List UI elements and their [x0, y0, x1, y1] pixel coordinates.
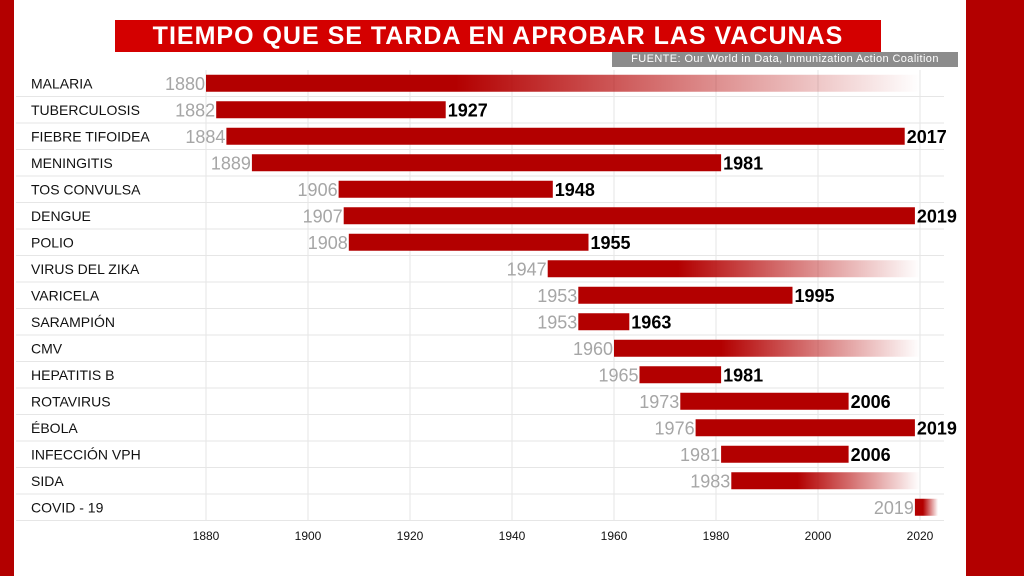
category-label: TOS CONVULSA [31, 181, 141, 197]
category-label: DENGUE [31, 208, 91, 224]
chart-row: ROTAVIRUS 1973 2006 [16, 392, 944, 415]
x-tick-label: 2020 [907, 529, 934, 543]
range-bar [680, 392, 849, 410]
start-year-label: 1981 [680, 445, 720, 465]
range-bar [251, 154, 722, 172]
start-year-label: 1908 [308, 233, 348, 253]
open-range-bar [614, 339, 920, 357]
source-note: FUENTE: Our World in Data, Inmunization … [612, 52, 958, 67]
range-bar [578, 286, 793, 304]
chart-row: HEPATITIS B 1965 1981 [16, 365, 944, 389]
chart-row: VARICELA 1953 1995 [16, 286, 944, 309]
end-year-label: 2006 [851, 392, 891, 412]
range-bar [639, 366, 722, 384]
x-axis: 1880 1900 1920 1940 1960 1980 2000 2020 [193, 529, 934, 543]
start-year-label: 1907 [303, 206, 343, 226]
category-label: POLIO [31, 234, 74, 250]
x-tick-label: 1960 [601, 529, 628, 543]
open-range-bar [547, 260, 920, 278]
end-year-label: 1963 [631, 312, 671, 332]
end-year-label: 1981 [723, 153, 763, 173]
start-year-label: 1947 [507, 259, 547, 279]
chart-row: MALARIA 1880 [16, 74, 944, 97]
end-year-label: 1995 [795, 286, 835, 306]
start-year-label: 2019 [874, 498, 914, 518]
range-bar [348, 233, 589, 251]
chart-row: COVID - 19 2019 [16, 498, 944, 521]
grid-lines [205, 70, 921, 521]
category-label: COVID - 19 [31, 499, 104, 515]
chart-row: INFECCIÓN VPH 1981 2006 [16, 445, 944, 468]
x-tick-label: 1940 [499, 529, 526, 543]
chart-row: FIEBRE TIFOIDEA 1884 2017 [16, 127, 947, 150]
category-label: MALARIA [31, 75, 93, 91]
chart-row: TUBERCULOSIS 1882 1927 [16, 100, 944, 124]
open-range-bar [914, 498, 938, 516]
end-year-label: 1955 [591, 233, 631, 253]
start-year-label: 1884 [185, 127, 225, 147]
chart-row: SIDA 1983 [16, 471, 944, 495]
category-label: ÉBOLA [31, 420, 78, 436]
title-banner: TIEMPO QUE SE TARDA EN APROBAR LAS VACUN… [115, 20, 881, 52]
end-year-label: 2017 [907, 127, 947, 147]
x-tick-label: 1900 [295, 529, 322, 543]
open-range-bar [206, 74, 920, 92]
chart-row: POLIO 1908 1955 [16, 233, 944, 256]
x-tick-label: 2000 [805, 529, 832, 543]
start-year-label: 1983 [690, 471, 730, 491]
category-label: FIEBRE TIFOIDEA [31, 128, 150, 144]
end-year-label: 2019 [917, 418, 957, 438]
range-bar [695, 419, 915, 437]
chart-row: TOS CONVULSA 1906 1948 [16, 180, 944, 203]
start-year-label: 1960 [573, 339, 613, 359]
range-bar [216, 101, 446, 119]
end-year-label: 1981 [723, 365, 763, 385]
start-year-label: 1953 [537, 286, 577, 306]
start-year-label: 1953 [537, 312, 577, 332]
chart-row: CMV 1960 [16, 339, 944, 362]
category-label: ROTAVIRUS [31, 393, 111, 409]
category-label: VARICELA [31, 287, 100, 303]
start-year-label: 1882 [175, 100, 215, 120]
start-year-label: 1906 [298, 180, 338, 200]
category-label: HEPATITIS B [31, 367, 115, 383]
x-tick-label: 1880 [193, 529, 220, 543]
start-year-label: 1973 [639, 392, 679, 412]
chart-title: TIEMPO QUE SE TARDA EN APROBAR LAS VACUN… [152, 21, 844, 50]
chart-row: SARAMPIÓN 1953 1963 [16, 312, 944, 336]
start-year-label: 1889 [211, 153, 251, 173]
range-bar [338, 180, 553, 198]
end-year-label: 2006 [851, 445, 891, 465]
open-range-bar [731, 472, 920, 490]
chart-row: DENGUE 1907 2019 [16, 206, 957, 230]
chart-row: MENINGITIS 1889 1981 [16, 153, 944, 177]
category-label: TUBERCULOSIS [31, 102, 140, 118]
x-tick-label: 1920 [397, 529, 424, 543]
end-year-label: 2019 [917, 206, 957, 226]
start-year-label: 1976 [655, 418, 695, 438]
category-label: CMV [31, 340, 63, 356]
category-label: SARAMPIÓN [31, 314, 115, 330]
range-bar [721, 445, 849, 463]
category-label: VIRUS DEL ZIKA [31, 261, 140, 277]
end-year-label: 1927 [448, 100, 488, 120]
category-label: MENINGITIS [31, 155, 113, 171]
start-year-label: 1965 [598, 365, 638, 385]
chart-rows: MALARIA 1880 TUBERCULOSIS 1882 1927 FIEBRE TI… [16, 74, 957, 521]
chart-row: VIRUS DEL ZIKA 1947 [16, 259, 944, 283]
range-bar [226, 127, 905, 145]
x-tick-label: 1980 [703, 529, 730, 543]
range-bar [343, 207, 915, 225]
start-year-label: 1880 [165, 74, 205, 94]
end-year-label: 1948 [555, 180, 595, 200]
category-label: INFECCIÓN VPH [31, 446, 141, 462]
category-label: SIDA [31, 473, 64, 489]
chart-row: ÉBOLA 1976 2019 [16, 418, 957, 442]
range-bar [578, 313, 630, 331]
